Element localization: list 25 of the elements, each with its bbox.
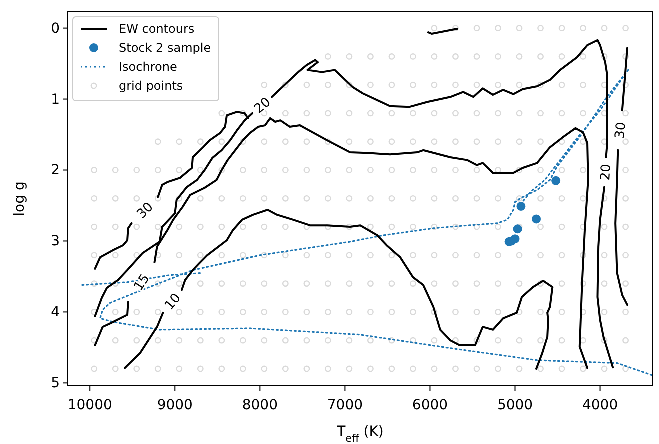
y-tick-label: 2 (51, 162, 60, 179)
x-tick-label: 6000 (412, 397, 448, 414)
annotation: 10 (162, 291, 184, 314)
y-axis-title: log g (12, 182, 28, 216)
y-tick-label: 5 (51, 376, 60, 392)
x-tick-label: 8000 (242, 397, 278, 414)
y-tick-label: 0 (51, 20, 60, 37)
legend-label: grid points (119, 79, 184, 94)
legend-label: Isochrone (119, 60, 178, 74)
annotation: 20 (598, 164, 614, 182)
x-tick-label: 10000 (68, 397, 112, 414)
legend-label: EW contours (119, 22, 195, 36)
x-tick-label: 5000 (497, 397, 534, 414)
x-axis-title: T$_{eff}$ (K) (336, 424, 384, 444)
annotation: 30 (134, 200, 157, 222)
annotation: 15 (132, 272, 154, 294)
x-tick-label: 9000 (157, 397, 193, 414)
y-tick-label: 4 (51, 304, 60, 321)
y-tick-label: 3 (51, 234, 60, 250)
x-tick-label: 7000 (327, 397, 364, 414)
annotation: 30 (612, 122, 630, 140)
legend-label: Stock 2 sample (119, 41, 212, 56)
x-tick-label: 4000 (582, 397, 618, 414)
annotation: 20 (252, 95, 274, 118)
y-tick-label: 1 (51, 92, 60, 108)
